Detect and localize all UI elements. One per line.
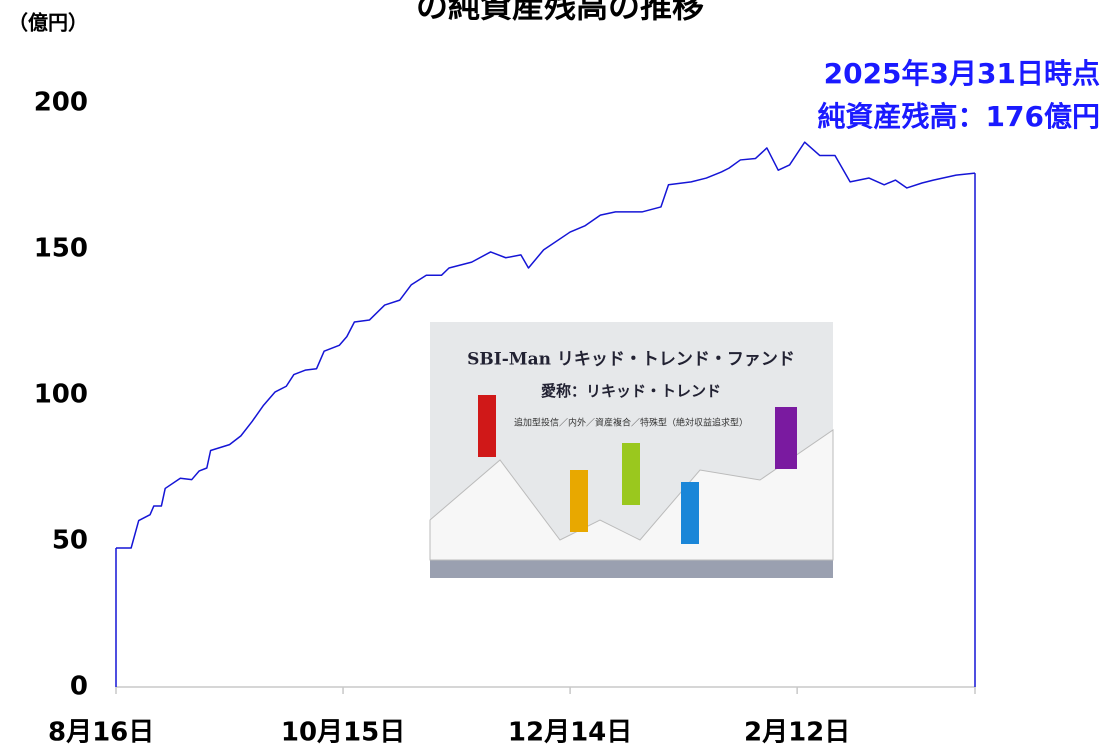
image-text: SBI-Man リキッド・トレンド・ファンド	[467, 350, 795, 370]
image-text: 追加型投信／内外／資産複合／特殊型（絶対収益追求型）	[514, 417, 748, 429]
image-stairs	[429, 429, 834, 561]
x-tick-label: 12月14日	[508, 718, 632, 748]
series-line	[116, 141, 976, 549]
y-axis-label: （億円）	[8, 11, 88, 35]
image-door	[775, 407, 797, 469]
y-tick-label: 100	[34, 380, 88, 410]
y-tick-label: 150	[34, 234, 88, 264]
image-door	[622, 443, 640, 505]
image-text: 愛称：リキッド・トレンド	[541, 382, 721, 400]
image-door	[478, 395, 496, 457]
x-tick-label: 10月15日	[281, 718, 405, 748]
product-image: SBI-Man リキッド・トレンド・ファンド 愛称：リキッド・トレンド 追加型投…	[429, 322, 834, 578]
y-tick-label: 200	[34, 88, 88, 118]
x-tick-label: 8月16日	[48, 718, 154, 748]
y-tick-label: 0	[70, 672, 88, 702]
image-door	[681, 482, 699, 544]
image-door	[570, 470, 588, 532]
annotation: 2025年3月31日時点	[824, 57, 1100, 90]
annotation: 純資産残高：176億円	[818, 100, 1100, 133]
x-tick-label: 2月12日	[744, 718, 850, 748]
y-tick-label: 50	[52, 526, 88, 556]
chart-title: の純資産残高の推移	[416, 0, 704, 25]
